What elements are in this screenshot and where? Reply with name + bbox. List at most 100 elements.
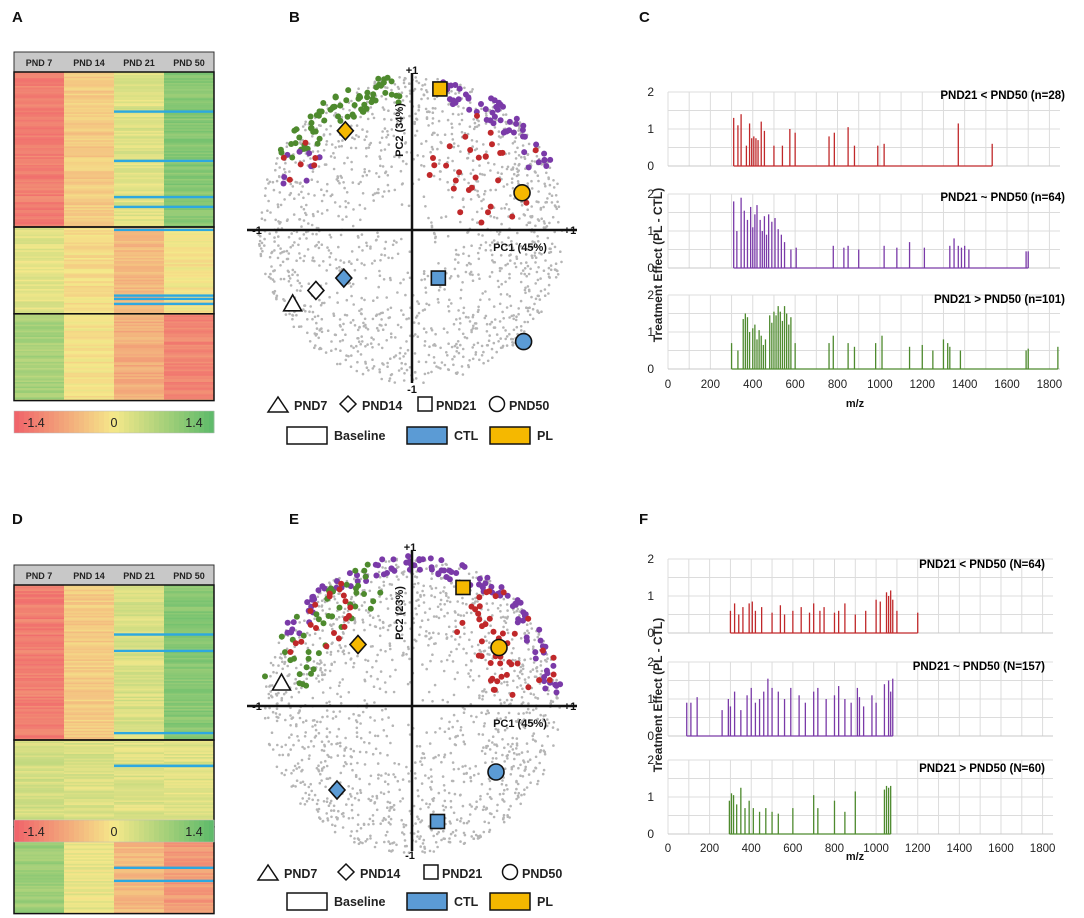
heatmap-cell (164, 72, 214, 74)
heatmap-cell (164, 239, 214, 242)
pca-gray-dot (347, 785, 351, 788)
heatmap-cell (64, 705, 114, 708)
pca-gray-dot (491, 741, 494, 744)
pca-gray-dot (467, 364, 470, 367)
pca-gray-dot (513, 262, 517, 265)
pca-gray-dot (405, 150, 409, 154)
pca-gray-dot (306, 331, 309, 335)
heatmap-cell (164, 761, 214, 764)
heatmap-cell (164, 898, 214, 900)
pca-gray-dot (305, 203, 308, 207)
pca-gray-dot (304, 309, 307, 313)
pca-gray-dot (342, 261, 346, 264)
pca-gray-dot (278, 191, 282, 194)
heatmap-cell (14, 755, 64, 758)
heatmap-cell (114, 812, 164, 815)
pca-gray-dot (401, 831, 404, 834)
pca-gray-dot (479, 243, 483, 247)
pca-gray-dot (303, 123, 307, 126)
pca-gray-dot (488, 787, 492, 791)
heatmap-cell (164, 380, 214, 383)
pca-gray-dot (416, 789, 420, 792)
heatmap-cell (14, 103, 64, 105)
pca-gray-dot (461, 347, 465, 351)
pca-gray-dot (342, 811, 345, 815)
pca-gray-dot (396, 323, 400, 327)
pca-gray-dot (363, 741, 366, 744)
heatmap-cell (164, 276, 214, 279)
pca-gray-dot (295, 313, 298, 317)
pca-gray-dot (493, 694, 496, 697)
pca-gray-dot (489, 214, 493, 218)
pca-gray-dot (376, 677, 379, 681)
pca-gray-dot (520, 204, 524, 207)
heatmap-cell (64, 811, 114, 814)
pca-gray-dot (399, 609, 403, 612)
pca-green-dot (327, 106, 334, 113)
pca-gray-dot (375, 313, 379, 317)
pca-gray-dot (447, 596, 450, 599)
heatmap-cell (114, 296, 164, 299)
pca-gray-dot (456, 340, 460, 343)
heatmap-cell (64, 313, 114, 316)
pca-gray-dot (344, 644, 347, 648)
heatmap-cell (114, 730, 164, 733)
heatmap-cell (114, 628, 164, 631)
heatmap-cell (64, 806, 114, 809)
colorbar-step (164, 820, 170, 842)
heatmap-cell (64, 660, 114, 663)
pca-gray-dot (434, 107, 437, 110)
pca-gray-dot (381, 106, 385, 109)
heatmap-cell (164, 344, 214, 347)
heatmap-cell (164, 104, 214, 107)
pca-gray-dot (539, 289, 543, 293)
heatmap-cell (164, 340, 214, 342)
heatmap-cell (164, 853, 214, 855)
pca-green-dot (359, 108, 366, 115)
heatmap-cell (14, 259, 64, 262)
pca-gray-dot (490, 253, 494, 257)
heatmap-cell (114, 702, 164, 705)
heatmap-cell (114, 851, 164, 854)
pca-gray-dot (512, 647, 515, 650)
heatmap-cell (14, 592, 64, 595)
pca-gray-dot (365, 135, 368, 138)
pca-gray-dot (366, 117, 370, 121)
heatmap-cell (114, 360, 164, 363)
pca-gray-dot (470, 328, 473, 332)
heatmap-cell (114, 746, 164, 749)
heatmap-cell (164, 710, 214, 713)
pca-gray-dot (375, 808, 379, 812)
pca-gray-dot (296, 735, 299, 738)
heatmap-cell (114, 149, 164, 152)
pca-gray-dot (408, 809, 412, 813)
heatmap-cell (164, 363, 214, 366)
pca-gray-dot (315, 802, 319, 806)
pca-gray-dot (325, 701, 329, 705)
pca-gray-dot (556, 273, 560, 276)
pca-gray-dot (414, 761, 417, 764)
pca-gray-dot (420, 278, 423, 282)
pca-gray-dot (493, 743, 496, 746)
pca-gray-dot (353, 796, 357, 800)
heatmap-cell (114, 152, 164, 155)
heatmap-cell (14, 172, 64, 175)
pca-gray-dot (325, 111, 328, 115)
heatmap-cell (164, 98, 214, 101)
colorbar-step (44, 411, 50, 433)
heatmap-cell (114, 180, 164, 183)
pca-gray-dot (422, 584, 426, 588)
heatmap-cell (164, 234, 214, 237)
pca-gray-dot (488, 779, 492, 783)
pca-gray-dot (371, 367, 375, 370)
heatmap-cell (114, 623, 164, 626)
heatmap-cell (114, 815, 164, 818)
pca-gray-dot (322, 800, 326, 803)
heatmap-cell (114, 168, 164, 170)
heatmap-cell (164, 310, 214, 313)
heatmap-cell (64, 772, 114, 775)
heatmap-cell (64, 87, 114, 90)
pca-gray-dot (521, 687, 524, 691)
pca-gray-dot (400, 309, 403, 312)
panel-label-e: E (289, 511, 299, 528)
